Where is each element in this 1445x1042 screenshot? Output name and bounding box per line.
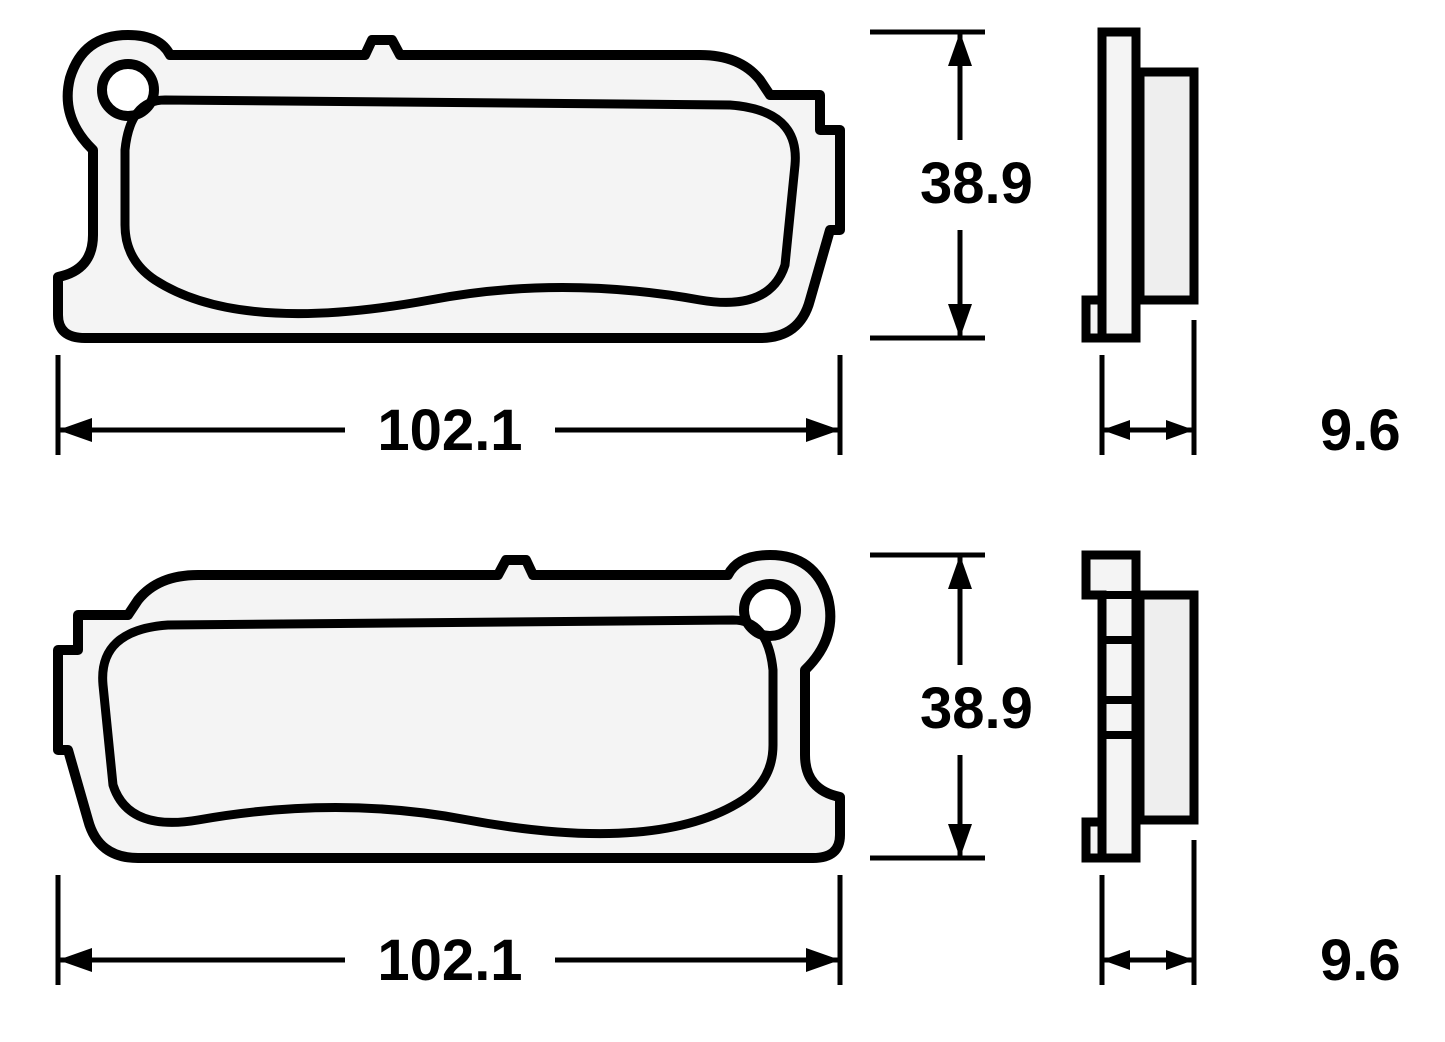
dim-top-width-value: 102.1 [377, 398, 522, 463]
top-pad-side [1086, 32, 1194, 338]
dim-bottom-height-value: 38.9 [920, 676, 1033, 741]
technical-drawing: 102.1 38.9 9.6 [0, 0, 1445, 1042]
bottom-pad-side [1086, 555, 1194, 858]
bottom-pad-face [58, 555, 840, 858]
top-pad-face [58, 35, 840, 338]
dim-bottom-thickness: 9.6 [1102, 840, 1401, 993]
dim-bottom-width-value: 102.1 [377, 928, 522, 993]
dim-top-thickness-value: 9.6 [1320, 398, 1401, 463]
dim-top-width: 102.1 [58, 355, 840, 463]
dim-top-height-value: 38.9 [920, 151, 1033, 216]
dim-bottom-width: 102.1 [58, 875, 840, 993]
dim-top-thickness: 9.6 [1102, 320, 1401, 463]
dim-top-height: 38.9 [870, 32, 1033, 338]
dim-bottom-height: 38.9 [870, 555, 1033, 858]
dim-bottom-thickness-value: 9.6 [1320, 928, 1401, 993]
